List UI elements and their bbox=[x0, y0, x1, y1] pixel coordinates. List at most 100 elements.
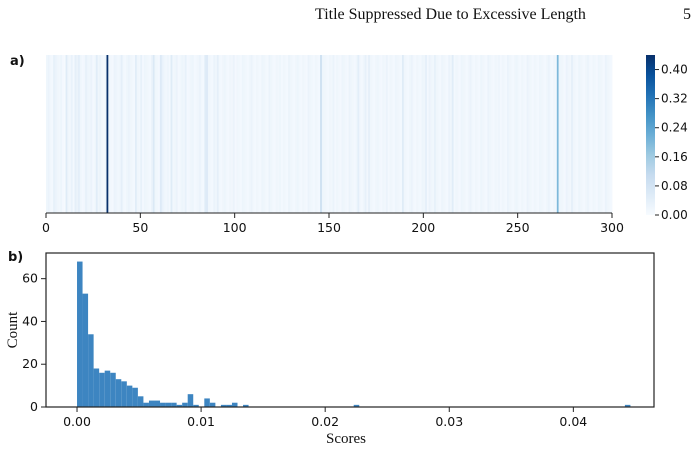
histogram-bar bbox=[77, 261, 83, 407]
heatmap-cell bbox=[318, 55, 321, 213]
heatmap-cell bbox=[546, 55, 549, 213]
heatmap-cell bbox=[371, 55, 374, 213]
heatmap-cell bbox=[444, 55, 447, 213]
heatmap-cell bbox=[332, 55, 335, 213]
heatmap-cell bbox=[126, 55, 129, 213]
heatmap-cell bbox=[81, 55, 84, 213]
heatmap-cell bbox=[243, 55, 246, 213]
heatmap-cell bbox=[65, 55, 68, 213]
heatmap-cell bbox=[506, 55, 510, 213]
heatmap-cell bbox=[115, 55, 118, 213]
heatmap-cell bbox=[76, 55, 79, 213]
heatmap-cell bbox=[159, 55, 163, 213]
heatmap-cell bbox=[385, 55, 389, 213]
heatmap-cell bbox=[53, 55, 56, 213]
heatmap-cell bbox=[120, 55, 123, 213]
heatmap-cell bbox=[302, 55, 305, 213]
heatmap-cell bbox=[266, 55, 269, 213]
heatmap-cell bbox=[464, 55, 467, 213]
heatmap-cell bbox=[483, 55, 486, 213]
heatmap-cell bbox=[307, 55, 310, 213]
heatmap-cell bbox=[238, 55, 241, 213]
heatmap-cell bbox=[542, 55, 545, 213]
heatmap-cell bbox=[457, 55, 460, 213]
histogram-y-tick-label: 20 bbox=[22, 356, 38, 371]
heatmap-cell bbox=[489, 55, 492, 213]
heatmap-cell bbox=[460, 55, 463, 213]
heatmap-cell bbox=[581, 55, 584, 213]
histogram-bar bbox=[99, 372, 105, 407]
heatmap-cell bbox=[357, 55, 360, 213]
heatmap-cell bbox=[571, 55, 574, 213]
heatmap-cell bbox=[245, 55, 248, 213]
heatmap-cell bbox=[127, 55, 130, 213]
histogram-bar bbox=[243, 404, 249, 407]
heatmap-cell bbox=[213, 55, 216, 213]
heatmap-cell bbox=[528, 55, 531, 213]
heatmap-cell bbox=[485, 55, 488, 213]
panel-a-label: a) bbox=[10, 54, 25, 69]
histogram-x-tick-label: 0.04 bbox=[559, 414, 587, 429]
heatmap-cell bbox=[526, 55, 529, 213]
heatmap-cell bbox=[131, 55, 134, 213]
histogram-bar bbox=[209, 402, 216, 407]
histogram-bar bbox=[143, 402, 149, 407]
heatmap-cell bbox=[138, 55, 141, 213]
heatmap-cell bbox=[599, 55, 602, 213]
heatmap-cell bbox=[540, 55, 543, 213]
heatmap-cell bbox=[434, 55, 437, 213]
heatmap-cell bbox=[585, 55, 588, 213]
heatmap-cell bbox=[533, 55, 536, 213]
heatmap-cell bbox=[341, 55, 344, 213]
heatmap-cell bbox=[104, 55, 107, 213]
heatmap-cell bbox=[163, 55, 166, 213]
heatmap-cell bbox=[369, 55, 373, 213]
heatmap-cell bbox=[421, 55, 424, 213]
heatmap-cell bbox=[200, 55, 203, 213]
heatmap-cell bbox=[594, 55, 597, 213]
heatmap-cell bbox=[195, 55, 198, 213]
histogram-bar bbox=[165, 402, 172, 407]
running-title: Title Suppressed Due to Excessive Length bbox=[315, 6, 586, 23]
heatmap-cell bbox=[535, 55, 538, 213]
heatmap-cell bbox=[380, 55, 383, 213]
heatmap-cell bbox=[523, 55, 526, 213]
heatmap-cell bbox=[547, 55, 551, 213]
heatmap-cell bbox=[231, 55, 234, 213]
heatmap-cell bbox=[606, 55, 609, 213]
heatmap-cell bbox=[99, 55, 102, 213]
heatmap-cell bbox=[563, 55, 567, 213]
heatmap-cell bbox=[514, 55, 517, 213]
heatmap-cell bbox=[428, 55, 431, 213]
heatmap-cell bbox=[275, 55, 278, 213]
heatmap-cell bbox=[583, 55, 586, 213]
heatmap-cell bbox=[560, 55, 563, 213]
histogram-bar bbox=[226, 404, 232, 407]
heatmap-cell bbox=[92, 55, 95, 213]
histogram-x-label: Scores bbox=[326, 431, 366, 447]
heatmap-cell bbox=[282, 55, 285, 213]
heatmap-cell bbox=[232, 55, 236, 213]
heatmap-cell bbox=[264, 55, 268, 213]
heatmap-cell bbox=[321, 55, 325, 213]
heatmap-cell bbox=[110, 55, 113, 213]
heatmap-cell bbox=[330, 55, 333, 213]
heatmap-cell bbox=[517, 55, 520, 213]
heatmap-cell bbox=[320, 55, 323, 213]
heatmap-cell bbox=[473, 55, 476, 213]
colorbar-tick-label: 0.00 bbox=[661, 208, 688, 222]
heatmap-cell bbox=[515, 55, 519, 213]
heatmap-cell bbox=[555, 55, 558, 213]
colorbar-tick-label: 0.16 bbox=[661, 150, 688, 164]
heatmap-cell bbox=[70, 55, 74, 213]
heatmap-cell bbox=[565, 55, 568, 213]
heatmap-cell bbox=[316, 55, 319, 213]
heatmap-cell bbox=[88, 55, 91, 213]
histogram-bar bbox=[204, 398, 210, 407]
histogram-y-tick-label: 40 bbox=[22, 313, 38, 328]
histogram-bar bbox=[182, 402, 188, 407]
heatmap-cell bbox=[414, 55, 417, 213]
heatmap-cell bbox=[270, 55, 273, 213]
heatmap-cell bbox=[387, 55, 390, 213]
